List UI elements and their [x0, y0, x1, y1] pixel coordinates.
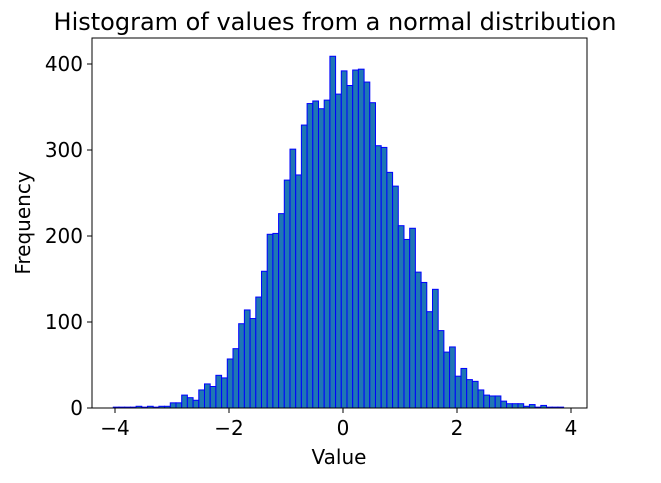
histogram-bar — [289, 148, 297, 409]
histogram-bar — [340, 70, 348, 409]
histogram-bar — [283, 179, 291, 409]
histogram-bar — [215, 374, 223, 409]
histogram-bar — [397, 225, 405, 409]
histogram-bar — [329, 55, 337, 409]
histogram-bar — [232, 348, 240, 409]
y-tick-label: 0 — [70, 396, 83, 420]
x-tick-label: 4 — [565, 416, 578, 440]
histogram-bar — [437, 330, 445, 409]
histogram-bar — [431, 288, 439, 409]
histogram-bar — [460, 367, 468, 409]
x-tick-label: 0 — [337, 416, 350, 440]
histogram-bar — [346, 85, 354, 409]
histogram-bar — [221, 377, 228, 409]
histogram-bar — [260, 270, 268, 409]
histogram-bar — [449, 346, 456, 409]
histogram-bar — [181, 394, 188, 409]
histogram-bar — [243, 309, 251, 409]
y-tick-label: 300 — [45, 138, 83, 162]
histogram-bar — [363, 81, 371, 409]
histogram-bar — [488, 395, 496, 409]
histogram-bar — [192, 399, 200, 409]
histogram-bar — [169, 402, 177, 409]
histogram-bar — [295, 174, 302, 409]
histogram-bar — [317, 108, 325, 409]
histogram-bar — [323, 99, 331, 409]
histogram-bar — [494, 395, 502, 409]
y-tick-label: 100 — [45, 310, 83, 334]
x-tick-label: −4 — [100, 416, 129, 440]
histogram-bar — [266, 233, 274, 409]
histogram-bar — [409, 227, 416, 409]
histogram-bar — [249, 318, 257, 409]
histogram-bar — [186, 397, 194, 409]
y-tick-label: 400 — [45, 52, 83, 76]
histogram-bar — [500, 400, 508, 409]
histogram-bar — [420, 281, 428, 409]
histogram-bar — [471, 380, 479, 409]
histogram-bar — [226, 358, 234, 409]
histogram-bar — [203, 383, 211, 409]
histogram-bar — [198, 389, 205, 409]
histogram-bar — [278, 213, 285, 409]
histogram-bar — [374, 145, 382, 409]
histogram-bar — [312, 100, 319, 409]
histogram-bar — [443, 351, 451, 409]
x-axis-label: Value — [312, 445, 367, 469]
axes-frame — [91, 37, 588, 409]
histogram-bar — [511, 403, 519, 409]
histogram-bar — [357, 68, 365, 409]
histogram-bar — [517, 403, 525, 409]
y-axis-ticks: 0 100 200 300 400 — [45, 52, 92, 420]
histogram-bar — [403, 238, 411, 409]
histogram-bar — [300, 124, 308, 409]
histogram-bar — [175, 402, 183, 409]
histogram-bar — [369, 102, 376, 409]
histogram-bar — [454, 375, 462, 409]
histogram-bar — [352, 69, 359, 409]
histogram-bar — [238, 323, 245, 409]
chart-title: Histogram of values from a normal distri… — [54, 8, 617, 36]
histogram-bar — [414, 271, 422, 409]
histogram-bar — [255, 296, 262, 409]
x-axis-ticks: −4 −2 0 2 4 — [100, 408, 577, 440]
x-tick-label: 2 — [451, 416, 464, 440]
histogram-bar — [528, 404, 536, 409]
histogram-bar — [380, 146, 388, 409]
x-tick-label: −2 — [214, 416, 243, 440]
histogram-bar — [477, 389, 485, 409]
histogram-bar — [306, 103, 314, 409]
histogram-bar — [426, 311, 433, 409]
y-tick-label: 200 — [45, 224, 83, 248]
histogram-bar — [506, 403, 513, 409]
histogram-bar — [466, 379, 473, 409]
histogram-bar — [483, 394, 490, 409]
histogram-bar — [392, 185, 399, 409]
histogram-bar — [272, 232, 280, 409]
bars-group — [112, 55, 565, 409]
histogram-bar — [335, 93, 342, 409]
histogram-bar — [386, 171, 394, 409]
y-axis-label: Frequency — [11, 171, 35, 274]
histogram-bar — [209, 386, 217, 409]
